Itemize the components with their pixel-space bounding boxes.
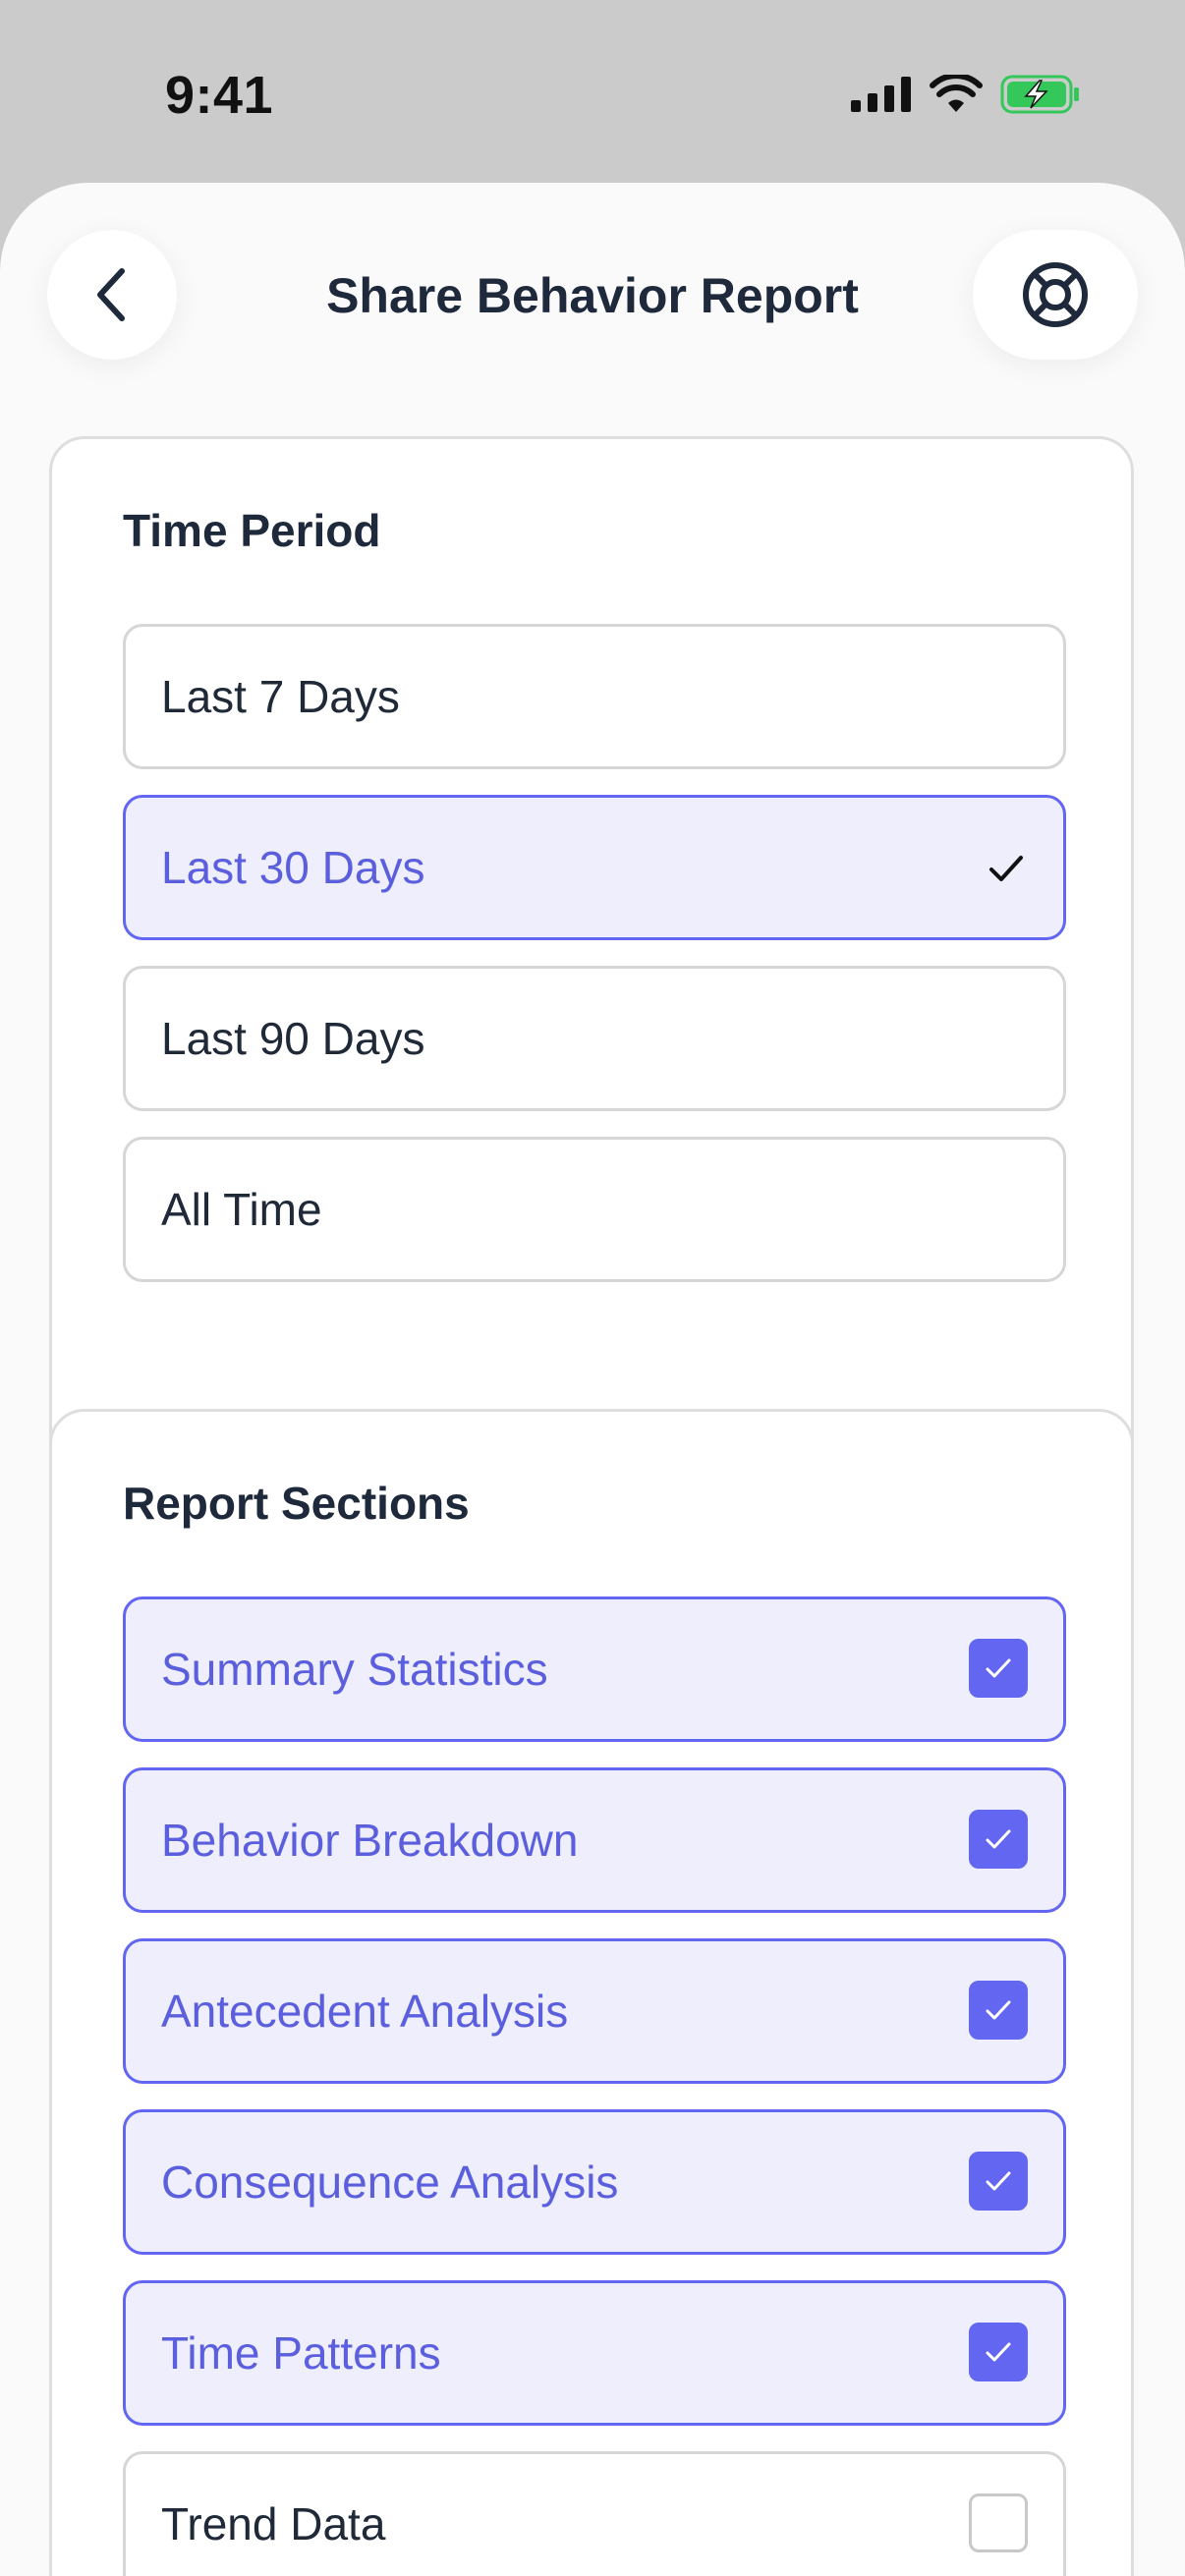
report-sections-card: Report Sections Summary Statistics Behav…	[49, 1409, 1134, 2576]
checkbox-checked[interactable]	[969, 1639, 1028, 1698]
checkmark-icon	[989, 856, 1023, 881]
checkbox-unchecked[interactable]	[969, 2493, 1028, 2552]
checkmark-icon	[986, 2342, 1011, 2362]
period-option-last-30-days[interactable]: Last 30 Days	[123, 795, 1066, 940]
report-sections-title: Report Sections	[123, 1478, 470, 1529]
section-option-antecedent-analysis[interactable]: Antecedent Analysis	[123, 1938, 1066, 2084]
checkbox-checked[interactable]	[969, 1981, 1028, 2040]
section-option-label: Summary Statistics	[161, 1644, 548, 1695]
status-icons	[851, 75, 1081, 114]
wifi-icon	[930, 75, 983, 112]
section-option-time-patterns[interactable]: Time Patterns	[123, 2280, 1066, 2426]
period-option-last-90-days[interactable]: Last 90 Days	[123, 966, 1066, 1111]
checkbox-checked[interactable]	[969, 2152, 1028, 2211]
checkmark-icon	[986, 2000, 1011, 2020]
section-option-label: Consequence Analysis	[161, 2156, 619, 2208]
lifebuoy-icon	[1023, 262, 1088, 327]
period-option-last-7-days[interactable]: Last 7 Days	[123, 624, 1066, 769]
period-option-label: Last 30 Days	[161, 842, 425, 893]
section-option-summary-statistics[interactable]: Summary Statistics	[123, 1596, 1066, 1742]
checkbox-checked[interactable]	[969, 1810, 1028, 1869]
section-option-label: Antecedent Analysis	[161, 1986, 569, 2037]
report-sheet: Share Behavior Report Time Period Last 7…	[0, 183, 1185, 2576]
battery-charging-icon	[1000, 75, 1079, 114]
section-option-label: Behavior Breakdown	[161, 1815, 579, 1866]
checkbox-checked[interactable]	[969, 2323, 1028, 2381]
section-option-consequence-analysis[interactable]: Consequence Analysis	[123, 2109, 1066, 2255]
time-period-card: Time Period Last 7 Days Last 30 Days Las…	[49, 436, 1134, 1544]
status-time: 9:41	[165, 66, 274, 125]
checkmark-icon	[986, 1658, 1011, 1678]
status-bar: 9:41	[0, 0, 1185, 183]
signal-icon	[851, 77, 911, 112]
period-option-label: All Time	[161, 1184, 322, 1235]
period-option-label: Last 90 Days	[161, 1013, 425, 1064]
back-button[interactable]	[47, 230, 177, 360]
checkmark-icon	[986, 1829, 1011, 1849]
section-option-label: Trend Data	[161, 2498, 386, 2549]
time-period-title: Time Period	[123, 505, 381, 556]
header: Share Behavior Report	[0, 183, 1185, 409]
help-button[interactable]	[973, 230, 1138, 360]
page-title: Share Behavior Report	[326, 268, 859, 323]
section-option-trend-data[interactable]: Trend Data	[123, 2451, 1066, 2576]
checkmark-icon	[986, 2171, 1011, 2191]
section-option-label: Time Patterns	[161, 2327, 441, 2379]
period-option-label: Last 7 Days	[161, 671, 400, 722]
period-option-all-time[interactable]: All Time	[123, 1137, 1066, 1282]
chevron-left-icon	[97, 268, 125, 321]
section-option-behavior-breakdown[interactable]: Behavior Breakdown	[123, 1767, 1066, 1913]
